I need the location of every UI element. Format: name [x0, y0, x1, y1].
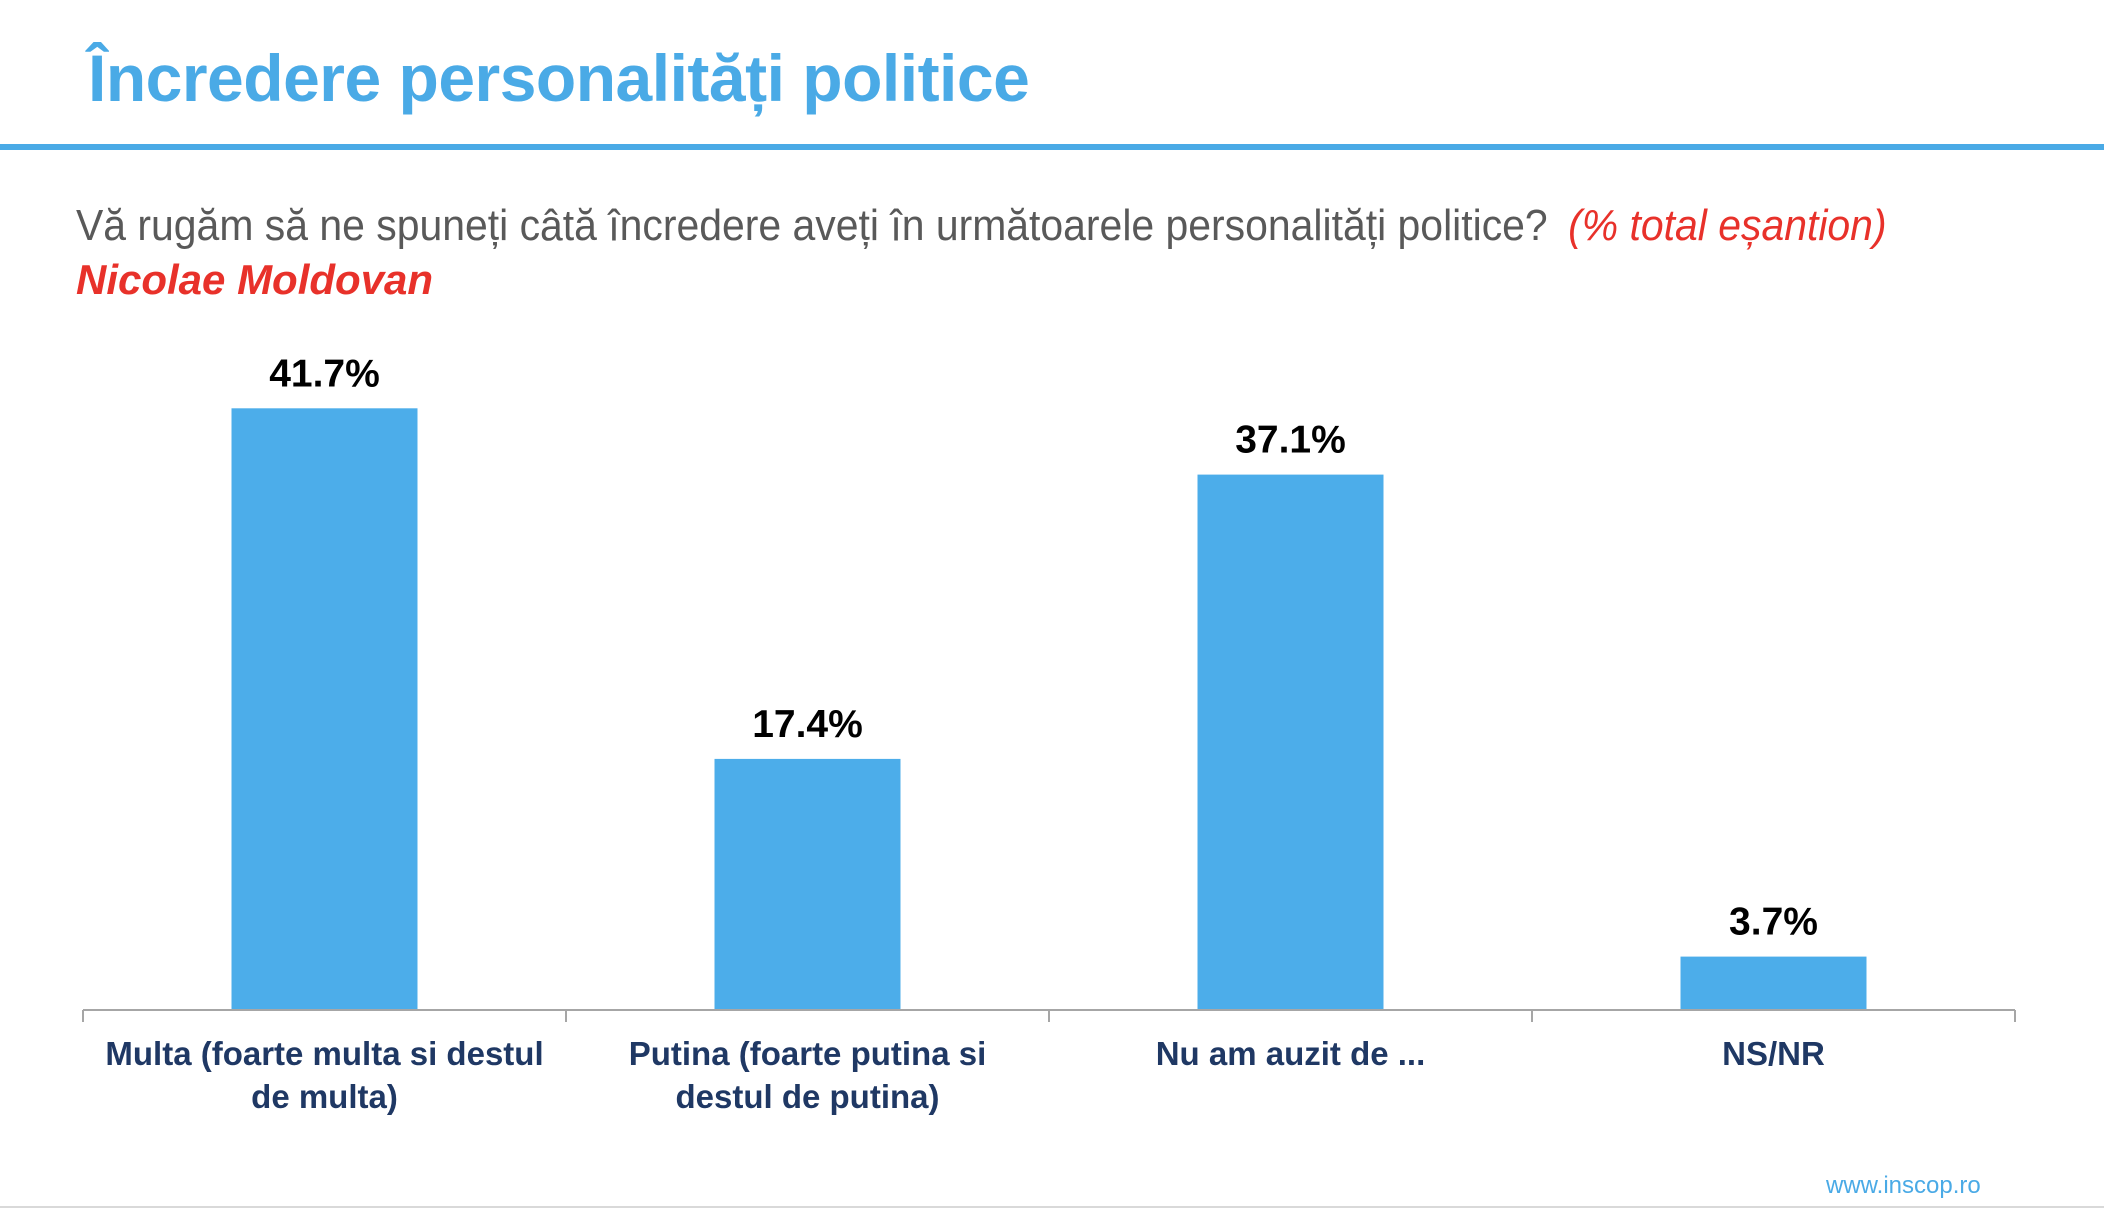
category-label-3-line-1: Nu am auzit de ... — [1156, 1035, 1426, 1072]
category-label-2-line-2: destul de putina) — [676, 1078, 940, 1115]
bottom-divider — [0, 1206, 2104, 1208]
bar-2 — [714, 758, 901, 1010]
survey-question: Vă rugăm să ne spuneți câtă încredere av… — [76, 200, 1887, 253]
data-label-1: 41.7% — [269, 352, 380, 395]
data-label-3: 37.1% — [1235, 419, 1346, 462]
slide-title: Încredere personalități politice — [88, 41, 1030, 115]
data-label-2: 17.4% — [752, 703, 863, 746]
subject-name: Nicolae Moldovan — [76, 256, 434, 303]
bar-3 — [1197, 474, 1384, 1011]
title-divider — [0, 144, 2104, 150]
footer-link[interactable]: www.inscop.ro — [1826, 1172, 1981, 1199]
category-label-1-line-1: Multa (foarte multa si destul — [105, 1035, 543, 1072]
category-label-2-line-1: Putina (foarte putina si — [629, 1035, 987, 1072]
question-text: Vă rugăm să ne spuneți câtă încredere av… — [76, 201, 1548, 250]
category-label-1-line-2: de multa) — [251, 1078, 398, 1115]
category-label-4-line-1: NS/NR — [1722, 1035, 1825, 1072]
bar-4 — [1680, 956, 1867, 1010]
sample-note: (% total eșantion) — [1568, 201, 1887, 250]
bar-1 — [231, 408, 418, 1010]
data-label-4: 3.7% — [1729, 901, 1818, 944]
